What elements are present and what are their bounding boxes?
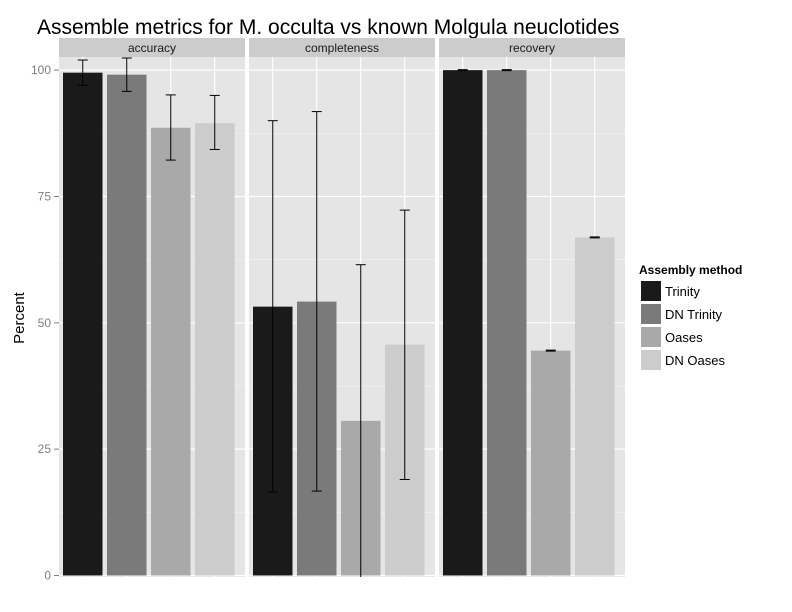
bar-recovery-dn-trinity bbox=[487, 70, 527, 576]
legend-swatch bbox=[641, 327, 661, 347]
error-bar bbox=[121, 57, 132, 92]
y-axis-title: Percent bbox=[11, 291, 28, 344]
error-bar bbox=[355, 264, 366, 577]
error-bar bbox=[457, 69, 468, 72]
y-tick-label: 50 bbox=[38, 316, 52, 330]
error-bar bbox=[165, 94, 176, 161]
facet-strip-label: completeness bbox=[305, 41, 379, 55]
legend-title: Assembly method bbox=[639, 263, 742, 277]
legend-swatch bbox=[641, 350, 661, 370]
error-bar bbox=[501, 69, 512, 72]
legend-swatch bbox=[641, 281, 661, 301]
legend-label: DN Oases bbox=[665, 353, 725, 368]
y-tick-label: 25 bbox=[38, 442, 52, 456]
error-bar bbox=[311, 111, 322, 492]
facet-strip-label: accuracy bbox=[128, 41, 176, 55]
error-bar bbox=[77, 59, 88, 86]
bar-accuracy-oases bbox=[151, 127, 191, 576]
y-tick-label: 75 bbox=[38, 189, 52, 203]
legend-label: DN Trinity bbox=[665, 307, 723, 322]
chart-title: Assemble metrics for M. occulta vs known… bbox=[37, 16, 619, 39]
bar-accuracy-trinity bbox=[63, 72, 103, 576]
error-bar bbox=[545, 349, 556, 352]
error-bar bbox=[589, 236, 600, 239]
panel-accuracy: accuracy bbox=[59, 38, 245, 577]
panel-completeness: completeness bbox=[249, 38, 435, 577]
bar-recovery-oases bbox=[531, 350, 571, 576]
y-tick-label: 100 bbox=[31, 63, 51, 77]
bar-accuracy-dn-trinity bbox=[107, 74, 147, 576]
legend-swatch bbox=[641, 304, 661, 324]
panel-recovery: recovery bbox=[439, 38, 625, 577]
facet-strip bbox=[439, 38, 625, 57]
legend-label: Trinity bbox=[665, 284, 700, 299]
bar-recovery-dn-oases bbox=[575, 237, 615, 576]
error-bar bbox=[267, 120, 278, 493]
facet-strip-label: recovery bbox=[509, 41, 555, 55]
facet-strip bbox=[59, 38, 245, 57]
y-tick-label: 0 bbox=[44, 568, 51, 582]
legend: Assembly method Trinity DN Trinity Oases DN… bbox=[639, 263, 742, 372]
bar-recovery-trinity bbox=[443, 70, 483, 576]
facet-strip bbox=[249, 38, 435, 57]
legend-label: Oases bbox=[665, 330, 703, 345]
error-bar bbox=[399, 209, 410, 480]
bar-accuracy-dn-oases bbox=[195, 123, 235, 576]
error-bar bbox=[209, 94, 220, 150]
